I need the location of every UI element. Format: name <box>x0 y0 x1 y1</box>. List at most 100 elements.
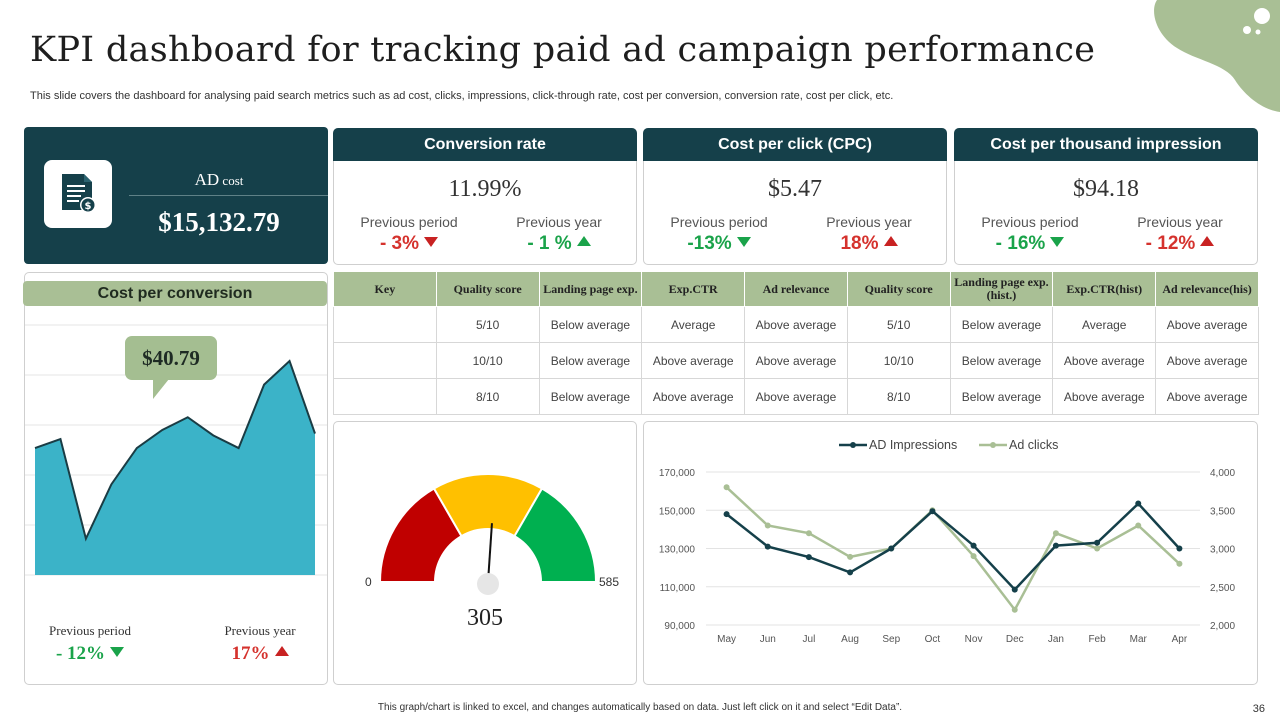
x-axis-tick-label: Feb <box>1088 634 1106 645</box>
arrow-up-icon <box>1200 236 1215 246</box>
right-axis-tick-label: 3,500 <box>1210 506 1235 517</box>
x-axis-tick-label: Dec <box>1006 634 1024 645</box>
data-point <box>1135 522 1142 529</box>
table-cell: Above average <box>1155 306 1259 343</box>
data-point <box>847 553 854 560</box>
table-cell: 5/10 <box>846 306 951 343</box>
table-header: Quality score <box>846 271 951 307</box>
data-point <box>929 508 936 515</box>
arrow-up-icon <box>274 646 289 656</box>
cpc-year-label: Previous year <box>224 623 296 638</box>
page-title: KPI dashboard for tracking paid ad campa… <box>30 30 1096 70</box>
table-cell: Below average <box>949 306 1054 343</box>
ad-cost-divider <box>129 195 328 196</box>
kpi-value: $5.47 <box>768 176 822 202</box>
table-cell: Below average <box>538 378 643 415</box>
table-cell: Above average <box>641 378 746 415</box>
kpi-year-change: 18% <box>804 233 934 255</box>
data-point <box>1135 500 1142 507</box>
table-header: Landing page exp.(hist.) <box>949 271 1054 307</box>
data-point <box>764 543 771 550</box>
data-point <box>970 542 977 549</box>
page-subtitle: This slide covers the dashboard for anal… <box>30 90 894 102</box>
cpc-year-change: 17% <box>195 643 325 665</box>
arrow-down-icon <box>1050 237 1065 247</box>
x-axis-tick-label: Jun <box>760 634 776 645</box>
table-cell: Above average <box>641 342 746 379</box>
left-axis-tick-label: 90,000 <box>664 621 695 632</box>
table-cell: Above average <box>1052 378 1157 415</box>
legend-label: AD Impressions <box>869 438 957 452</box>
series-line <box>725 501 1181 592</box>
table-cell: Below average <box>949 342 1054 379</box>
arrow-down-icon <box>110 647 125 657</box>
right-axis-tick-label: 4,000 <box>1210 468 1235 479</box>
data-point <box>970 553 977 560</box>
kpi-card-conversion-rate: Conversion rate 11.99% Previous period P… <box>333 128 637 265</box>
data-point <box>1094 539 1101 546</box>
gauge-panel <box>333 421 637 685</box>
gauge-chart <box>378 473 598 595</box>
series-line <box>725 486 1181 612</box>
footnote: This graph/chart is linked to excel, and… <box>377 702 903 713</box>
callout-tail <box>153 379 169 399</box>
kpi-title: Conversion rate <box>333 128 637 161</box>
kpi-period-change: - 16% <box>965 233 1095 255</box>
invoice-dollar-icon: $ <box>62 174 96 213</box>
data-point <box>1094 545 1101 552</box>
area-line <box>34 359 316 542</box>
table-cell: Average <box>641 306 746 343</box>
data-point <box>723 511 730 518</box>
ad-cost-card: $ AD cost $15,132.79 <box>24 127 328 264</box>
table-cell: Below average <box>949 378 1054 415</box>
x-axis-tick-label: Aug <box>841 634 859 645</box>
kpi-period-change: -13% <box>654 233 784 255</box>
cpc-period-label: Previous period <box>49 623 131 638</box>
quality-score-table: Key Quality score Landing page exp. Exp.… <box>333 271 1259 415</box>
table-cell: 5/10 <box>435 306 540 343</box>
kpi-card-cost-per-thousand: Cost per thousand impression $94.18 Prev… <box>954 128 1258 265</box>
cost-per-conversion-card: Cost per conversion $40.79 Previous peri… <box>23 272 328 685</box>
table-header: Ad relevance <box>744 271 848 307</box>
right-axis-tick-label: 3,000 <box>1210 545 1235 556</box>
legend-marker <box>990 442 996 448</box>
left-axis-tick-label: 130,000 <box>659 545 696 556</box>
table-cell: 10/10 <box>435 342 540 379</box>
ad-cost-value: $15,132.79 <box>158 207 280 237</box>
kpi-period-label: Previous period <box>670 214 768 230</box>
table-header: Exp.CTR <box>641 271 746 307</box>
table-header: Exp.CTR(hist) <box>1052 271 1157 307</box>
table-cell: 10/10 <box>846 342 951 379</box>
x-axis-tick-label: Mar <box>1130 634 1148 645</box>
left-axis-tick-label: 170,000 <box>659 468 696 479</box>
table-cell: 8/10 <box>435 378 540 415</box>
data-point <box>1052 542 1059 549</box>
table-cell: Above average <box>1052 342 1157 379</box>
data-point <box>888 545 895 552</box>
ad-cost-icon-box: $ <box>44 160 112 228</box>
table-row: 10/10 Below average Above average Above … <box>333 342 1259 379</box>
gauge-needle <box>487 523 493 583</box>
kpi-card-cost-per-click: Cost per click (CPC) $5.47 Previous peri… <box>643 128 947 265</box>
table-row: 5/10 Below average Average Above average… <box>333 306 1259 343</box>
gauge-band-green <box>513 487 598 583</box>
legend-marker <box>850 442 856 448</box>
x-axis-tick-label: Sep <box>882 634 900 645</box>
impressions-clicks-line-chart: 90,000 110,000 130,000 150,000 170,000 2,000 2… <box>659 438 1236 645</box>
x-axis-tick-label: Oct <box>925 634 941 645</box>
x-axis-tick-label: May <box>717 634 736 645</box>
x-axis-tick-label: Jan <box>1048 634 1064 645</box>
arrow-up-icon <box>576 236 591 246</box>
kpi-period-label: Previous period <box>360 214 458 230</box>
arrow-down-icon <box>736 237 751 247</box>
table-header: Quality score <box>435 271 540 307</box>
data-point <box>723 484 730 491</box>
left-axis-tick-label: 110,000 <box>660 583 696 594</box>
table-cell: Above average <box>744 378 848 415</box>
table-header: Landing page exp. <box>538 271 643 307</box>
table-header: Ad relevance(his) <box>1155 271 1259 307</box>
kpi-year-label: Previous year <box>516 214 602 230</box>
table-cell <box>333 306 437 343</box>
kpi-year-label: Previous year <box>826 214 912 230</box>
kpi-year-label: Previous year <box>1137 214 1223 230</box>
